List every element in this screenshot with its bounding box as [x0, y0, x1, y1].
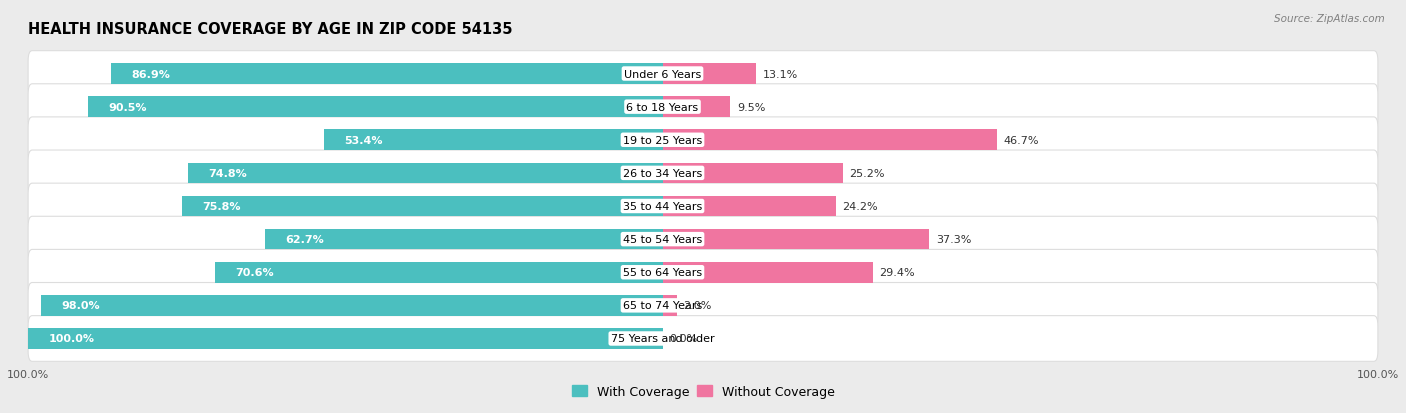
- Bar: [264, 229, 662, 250]
- FancyBboxPatch shape: [28, 316, 1378, 361]
- Bar: [89, 97, 662, 118]
- Legend: With Coverage, Without Coverage: With Coverage, Without Coverage: [572, 385, 834, 398]
- Text: 24.2%: 24.2%: [842, 202, 877, 211]
- Text: 100.0%: 100.0%: [48, 334, 94, 344]
- Bar: [188, 163, 662, 184]
- Text: 86.9%: 86.9%: [132, 69, 170, 79]
- Text: 29.4%: 29.4%: [880, 268, 915, 278]
- Bar: [662, 97, 731, 118]
- Text: 45 to 54 Years: 45 to 54 Years: [623, 235, 702, 244]
- Bar: [323, 130, 662, 151]
- Text: 46.7%: 46.7%: [1004, 135, 1039, 145]
- Text: 37.3%: 37.3%: [936, 235, 972, 244]
- Text: 0.0%: 0.0%: [669, 334, 697, 344]
- FancyBboxPatch shape: [28, 217, 1378, 262]
- Bar: [662, 295, 676, 316]
- FancyBboxPatch shape: [28, 151, 1378, 196]
- Text: Source: ZipAtlas.com: Source: ZipAtlas.com: [1274, 14, 1385, 24]
- Bar: [662, 196, 835, 217]
- Text: 75 Years and older: 75 Years and older: [610, 334, 714, 344]
- Text: 26 to 34 Years: 26 to 34 Years: [623, 169, 702, 178]
- FancyBboxPatch shape: [28, 184, 1378, 229]
- Bar: [662, 130, 997, 151]
- Text: 13.1%: 13.1%: [763, 69, 799, 79]
- Text: 53.4%: 53.4%: [344, 135, 382, 145]
- Text: 98.0%: 98.0%: [60, 301, 100, 311]
- Text: 55 to 64 Years: 55 to 64 Years: [623, 268, 702, 278]
- FancyBboxPatch shape: [28, 283, 1378, 328]
- Text: 35 to 44 Years: 35 to 44 Years: [623, 202, 702, 211]
- Text: 62.7%: 62.7%: [285, 235, 323, 244]
- Bar: [28, 328, 662, 349]
- Bar: [662, 64, 756, 85]
- Bar: [215, 262, 662, 283]
- Text: 9.5%: 9.5%: [737, 102, 766, 112]
- Text: 90.5%: 90.5%: [108, 102, 148, 112]
- Text: HEALTH INSURANCE COVERAGE BY AGE IN ZIP CODE 54135: HEALTH INSURANCE COVERAGE BY AGE IN ZIP …: [28, 22, 513, 37]
- FancyBboxPatch shape: [28, 85, 1378, 130]
- FancyBboxPatch shape: [28, 250, 1378, 295]
- Text: 75.8%: 75.8%: [202, 202, 240, 211]
- Text: 25.2%: 25.2%: [849, 169, 884, 178]
- Text: 70.6%: 70.6%: [235, 268, 274, 278]
- Bar: [181, 196, 662, 217]
- Bar: [662, 229, 929, 250]
- Bar: [662, 163, 842, 184]
- FancyBboxPatch shape: [28, 118, 1378, 163]
- FancyBboxPatch shape: [28, 52, 1378, 97]
- Bar: [41, 295, 662, 316]
- Bar: [662, 262, 873, 283]
- Text: 6 to 18 Years: 6 to 18 Years: [627, 102, 699, 112]
- Text: 19 to 25 Years: 19 to 25 Years: [623, 135, 702, 145]
- Text: 74.8%: 74.8%: [208, 169, 247, 178]
- Text: Under 6 Years: Under 6 Years: [624, 69, 702, 79]
- Bar: [111, 64, 662, 85]
- Text: 2.0%: 2.0%: [683, 301, 711, 311]
- Text: 65 to 74 Years: 65 to 74 Years: [623, 301, 702, 311]
